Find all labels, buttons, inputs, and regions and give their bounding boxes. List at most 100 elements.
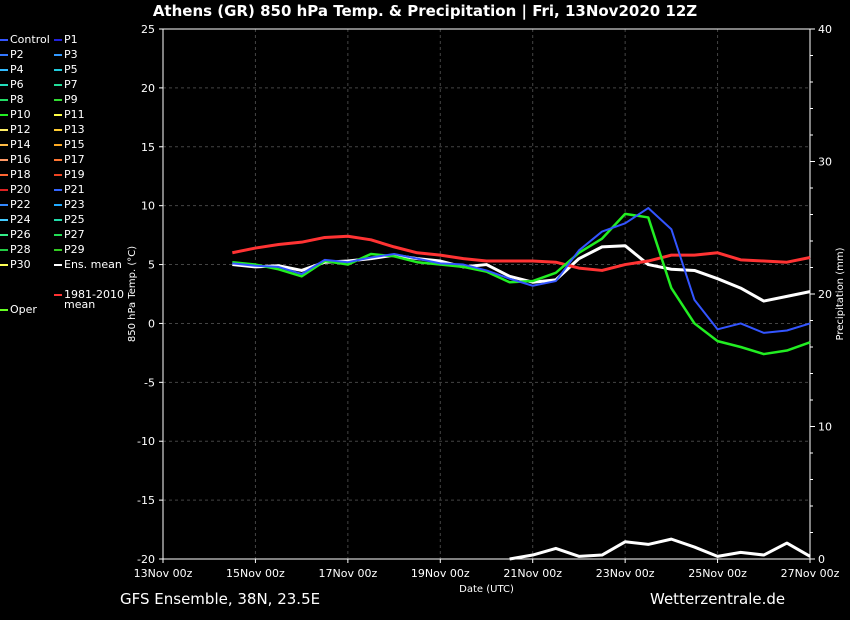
legend-swatch <box>0 249 8 251</box>
legend-item: P12 <box>0 123 31 137</box>
legend-item: Oper <box>0 303 37 317</box>
legend-item: P14 <box>0 138 31 152</box>
legend-swatch <box>54 189 62 191</box>
y2-tick-label: 0 <box>818 553 825 566</box>
legend-swatch <box>54 174 62 176</box>
legend-label: P19 <box>64 168 85 181</box>
legend-item: P4 <box>0 63 24 77</box>
legend-label: P14 <box>10 138 31 151</box>
legend-label: Ens. mean <box>64 258 122 271</box>
legend-swatch <box>0 39 8 41</box>
y-axis-label: 850 hPa Temp. (°C) <box>127 246 138 342</box>
legend-swatch <box>0 309 8 311</box>
legend-item: P24 <box>0 213 31 227</box>
legend-item: P16 <box>0 153 31 167</box>
legend-item: P28 <box>0 243 31 257</box>
y2-tick-label: 10 <box>818 421 832 434</box>
legend-label: P18 <box>10 168 31 181</box>
legend-swatch <box>0 69 8 71</box>
legend-swatch <box>54 264 62 266</box>
x-tick-label: 17Nov 00z <box>318 567 377 580</box>
x-tick-label: 21Nov 00z <box>503 567 562 580</box>
x-tick-label: 25Nov 00z <box>688 567 747 580</box>
legend-label: P3 <box>64 48 78 61</box>
y-tick-label: 0 <box>148 317 155 330</box>
y2-tick-label: 40 <box>818 23 832 36</box>
legend-label: P11 <box>64 108 85 121</box>
legend-label: P20 <box>10 183 31 196</box>
legend-label: P21 <box>64 183 85 196</box>
chart-title: Athens (GR) 850 hPa Temp. & Precipitatio… <box>152 2 698 20</box>
legend-item: P29 <box>54 243 85 257</box>
legend-swatch <box>54 219 62 221</box>
legend-swatch <box>0 174 8 176</box>
y-tick-label: -20 <box>137 553 155 566</box>
legend-item: P10 <box>0 108 31 122</box>
legend-item: P26 <box>0 228 31 242</box>
y-tick-label: -10 <box>137 435 155 448</box>
legend-item: Ens. mean <box>54 258 122 272</box>
legend-label: P9 <box>64 93 78 106</box>
legend-label: P13 <box>64 123 85 136</box>
y2-axis-label: Precipitation (mm) <box>835 247 846 340</box>
legend-label: P25 <box>64 213 85 226</box>
legend-swatch <box>54 294 62 296</box>
legend-label: P30 <box>10 258 31 271</box>
legend: Control P1 P2 P3 P4 P5 P6 P7 P8 P9 P10 P11 P12 P13 P14… <box>0 33 125 333</box>
legend-swatch <box>0 114 8 116</box>
legend-item: P18 <box>0 168 31 182</box>
legend-item: P5 <box>54 63 78 77</box>
legend-swatch <box>0 234 8 236</box>
legend-item: P30 <box>0 258 31 272</box>
x-tick-label: 23Nov 00z <box>596 567 655 580</box>
legend-label: P4 <box>10 63 24 76</box>
legend-item: P22 <box>0 198 31 212</box>
legend-label: P22 <box>10 198 31 211</box>
y-tick-label: 15 <box>141 141 155 154</box>
x-tick-label: 19Nov 00z <box>411 567 470 580</box>
legend-label: 1981-2010 mean <box>64 288 124 311</box>
legend-label: P5 <box>64 63 78 76</box>
y-tick-label: -15 <box>137 494 155 507</box>
legend-item: P15 <box>54 138 85 152</box>
legend-label: P24 <box>10 213 31 226</box>
legend-swatch <box>0 129 8 131</box>
legend-swatch <box>0 159 8 161</box>
legend-label: Control <box>10 33 50 46</box>
x-axis-label: Date (UTC) <box>459 584 514 595</box>
legend-label: P10 <box>10 108 31 121</box>
legend-label: P1 <box>64 33 78 46</box>
legend-swatch <box>0 204 8 206</box>
legend-swatch <box>54 129 62 131</box>
legend-label: P28 <box>10 243 31 256</box>
legend-item: P9 <box>54 93 78 107</box>
y-tick-label: -5 <box>144 376 155 389</box>
legend-swatch <box>54 159 62 161</box>
temp-series-line <box>232 234 811 272</box>
source-label: Wetterzentrale.de <box>650 590 786 608</box>
legend-item: P21 <box>54 183 85 197</box>
legend-item: P17 <box>54 153 85 167</box>
legend-label: P26 <box>10 228 31 241</box>
legend-swatch <box>0 99 8 101</box>
legend-item: P13 <box>54 123 85 137</box>
legend-label: P12 <box>10 123 31 136</box>
legend-swatch <box>54 39 62 41</box>
legend-label: P17 <box>64 153 85 166</box>
legend-label: P16 <box>10 153 31 166</box>
legend-item: P23 <box>54 198 85 212</box>
temp-series-line <box>232 212 811 356</box>
legend-item: P25 <box>54 213 85 227</box>
legend-item: P7 <box>54 78 78 92</box>
y2-tick-label: 20 <box>818 288 832 301</box>
legend-label: P23 <box>64 198 85 211</box>
y-tick-label: 25 <box>141 23 155 36</box>
legend-swatch <box>54 234 62 236</box>
temp-series-line <box>232 207 811 334</box>
legend-swatch <box>54 249 62 251</box>
legend-swatch <box>54 54 62 56</box>
legend-item: Control <box>0 33 50 47</box>
legend-label: P8 <box>10 93 24 106</box>
